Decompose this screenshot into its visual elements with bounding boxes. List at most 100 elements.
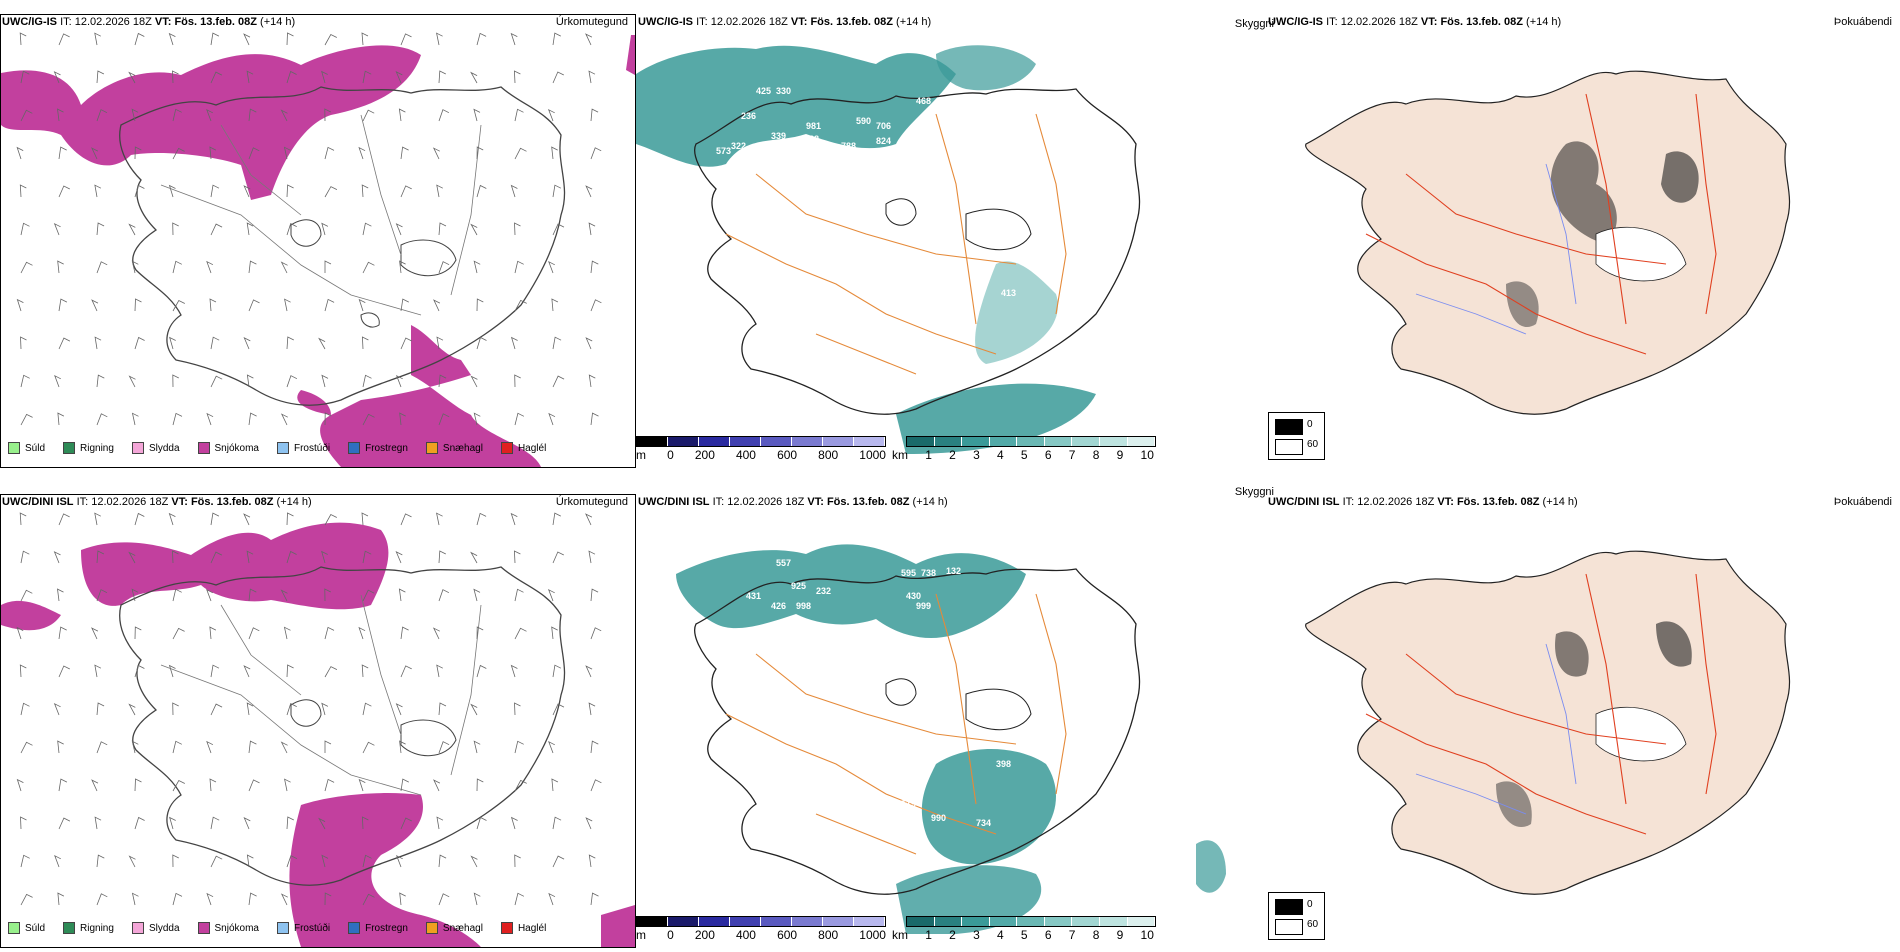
wind-barb	[128, 223, 136, 236]
wind-barb	[284, 298, 291, 312]
wind-barb	[590, 892, 599, 906]
wind-barb	[53, 702, 61, 716]
wind-barb	[395, 374, 403, 388]
snow-area	[1, 600, 61, 631]
precip-map	[1, 15, 635, 467]
colorbar-m-ticks: m 0 200 400 600 800 1000	[636, 928, 886, 942]
fog-dark-area	[1550, 141, 1617, 244]
legend-label: Slydda	[148, 442, 180, 454]
river-network	[1415, 643, 1577, 815]
wind-barb	[246, 70, 254, 84]
wind-barb	[209, 626, 217, 640]
visibility-value-label: 981	[806, 121, 821, 131]
wind-barb	[53, 222, 61, 236]
wind-barb	[438, 413, 450, 426]
wind-barb	[399, 260, 406, 274]
wind-barb	[286, 32, 294, 46]
wind-barb	[16, 778, 24, 792]
wind-barb	[248, 779, 260, 792]
wind-barb	[286, 664, 294, 678]
wind-barb	[470, 703, 478, 716]
glacier-outline	[965, 208, 1032, 251]
wind-barb	[514, 779, 527, 792]
glacier-outline	[400, 719, 457, 757]
visibility-value-label: 999	[916, 601, 931, 611]
wind-barb	[321, 70, 328, 84]
wind-barb	[91, 627, 99, 640]
wind-barb	[585, 665, 593, 678]
wind-barb	[168, 32, 176, 46]
wind-barb	[436, 512, 443, 526]
wind-barb	[324, 588, 331, 602]
visibility-value-label: 990	[931, 813, 946, 823]
wind-barb	[362, 222, 372, 236]
visibility-value-label: 430	[906, 591, 921, 601]
wind-barb	[476, 626, 484, 640]
wind-barb	[551, 146, 558, 160]
wind-barb	[324, 778, 335, 792]
wind-barb	[361, 512, 369, 526]
visibility-value-label: 236	[741, 111, 756, 121]
wind-barb	[210, 336, 220, 350]
wind-barb	[206, 412, 214, 426]
precip-panel-row1: UWC/IG-IS IT: 12.02.2026 18Z VT: Fös. 13…	[0, 14, 636, 468]
wind-barb	[58, 626, 67, 640]
road-network	[1365, 573, 1717, 835]
wind-barb	[473, 108, 481, 122]
legend-swatch	[348, 442, 361, 454]
legend-label: Snæhagl	[442, 442, 483, 454]
wind-barb	[172, 70, 179, 84]
wind-barb	[57, 588, 64, 602]
visibility-value-label: 330	[776, 86, 791, 96]
legend-swatch	[276, 922, 289, 934]
wind-barb	[510, 32, 518, 46]
legend-swatch	[8, 442, 20, 454]
wind-barb	[286, 550, 297, 564]
wind-barb	[206, 260, 214, 274]
legend-swatch	[276, 442, 289, 454]
wind-barb	[246, 702, 254, 716]
wind-barbs	[16, 32, 602, 426]
wind-barb	[246, 854, 254, 868]
colorbar-km	[906, 916, 1156, 927]
wind-barb	[395, 854, 403, 868]
wind-barb	[20, 336, 27, 350]
wind-barb	[590, 588, 599, 602]
wind-barb	[585, 337, 593, 350]
wind-barb	[514, 412, 525, 426]
legend-label: Frostregn	[365, 922, 408, 934]
wind-barb	[438, 589, 450, 602]
wind-barb	[134, 32, 145, 46]
legend-item: Slydda	[131, 442, 180, 454]
glacier-outline	[290, 219, 322, 247]
wind-barb	[514, 147, 527, 160]
wind-barb	[324, 666, 338, 678]
wind-barb	[57, 892, 65, 906]
wind-barb	[19, 512, 27, 526]
wind-barb	[134, 336, 145, 350]
wind-barb	[362, 70, 372, 84]
wind-barb	[547, 108, 555, 122]
visibility-value-label: 425	[756, 86, 771, 96]
fog-index-legend: 0 60	[1268, 412, 1325, 460]
wind-barb	[209, 298, 217, 312]
road-network	[160, 594, 482, 796]
wind-barb	[362, 374, 372, 388]
wind-barb	[433, 299, 441, 312]
wind-barb	[324, 33, 337, 46]
wind-barb	[20, 374, 30, 388]
wind-barb	[361, 32, 369, 46]
wind-barb	[209, 778, 217, 792]
wind-barb	[20, 261, 33, 274]
visibility-value-label: 998	[796, 601, 811, 611]
wind-barb	[131, 260, 139, 274]
visibility-value-label: 431	[746, 591, 761, 601]
wind-barb	[438, 374, 447, 388]
visibility-value-label: 132	[946, 566, 961, 576]
wind-barb	[400, 298, 409, 312]
wind-barb	[94, 816, 102, 830]
wind-barb	[210, 375, 223, 388]
legend-swatch	[348, 922, 361, 934]
